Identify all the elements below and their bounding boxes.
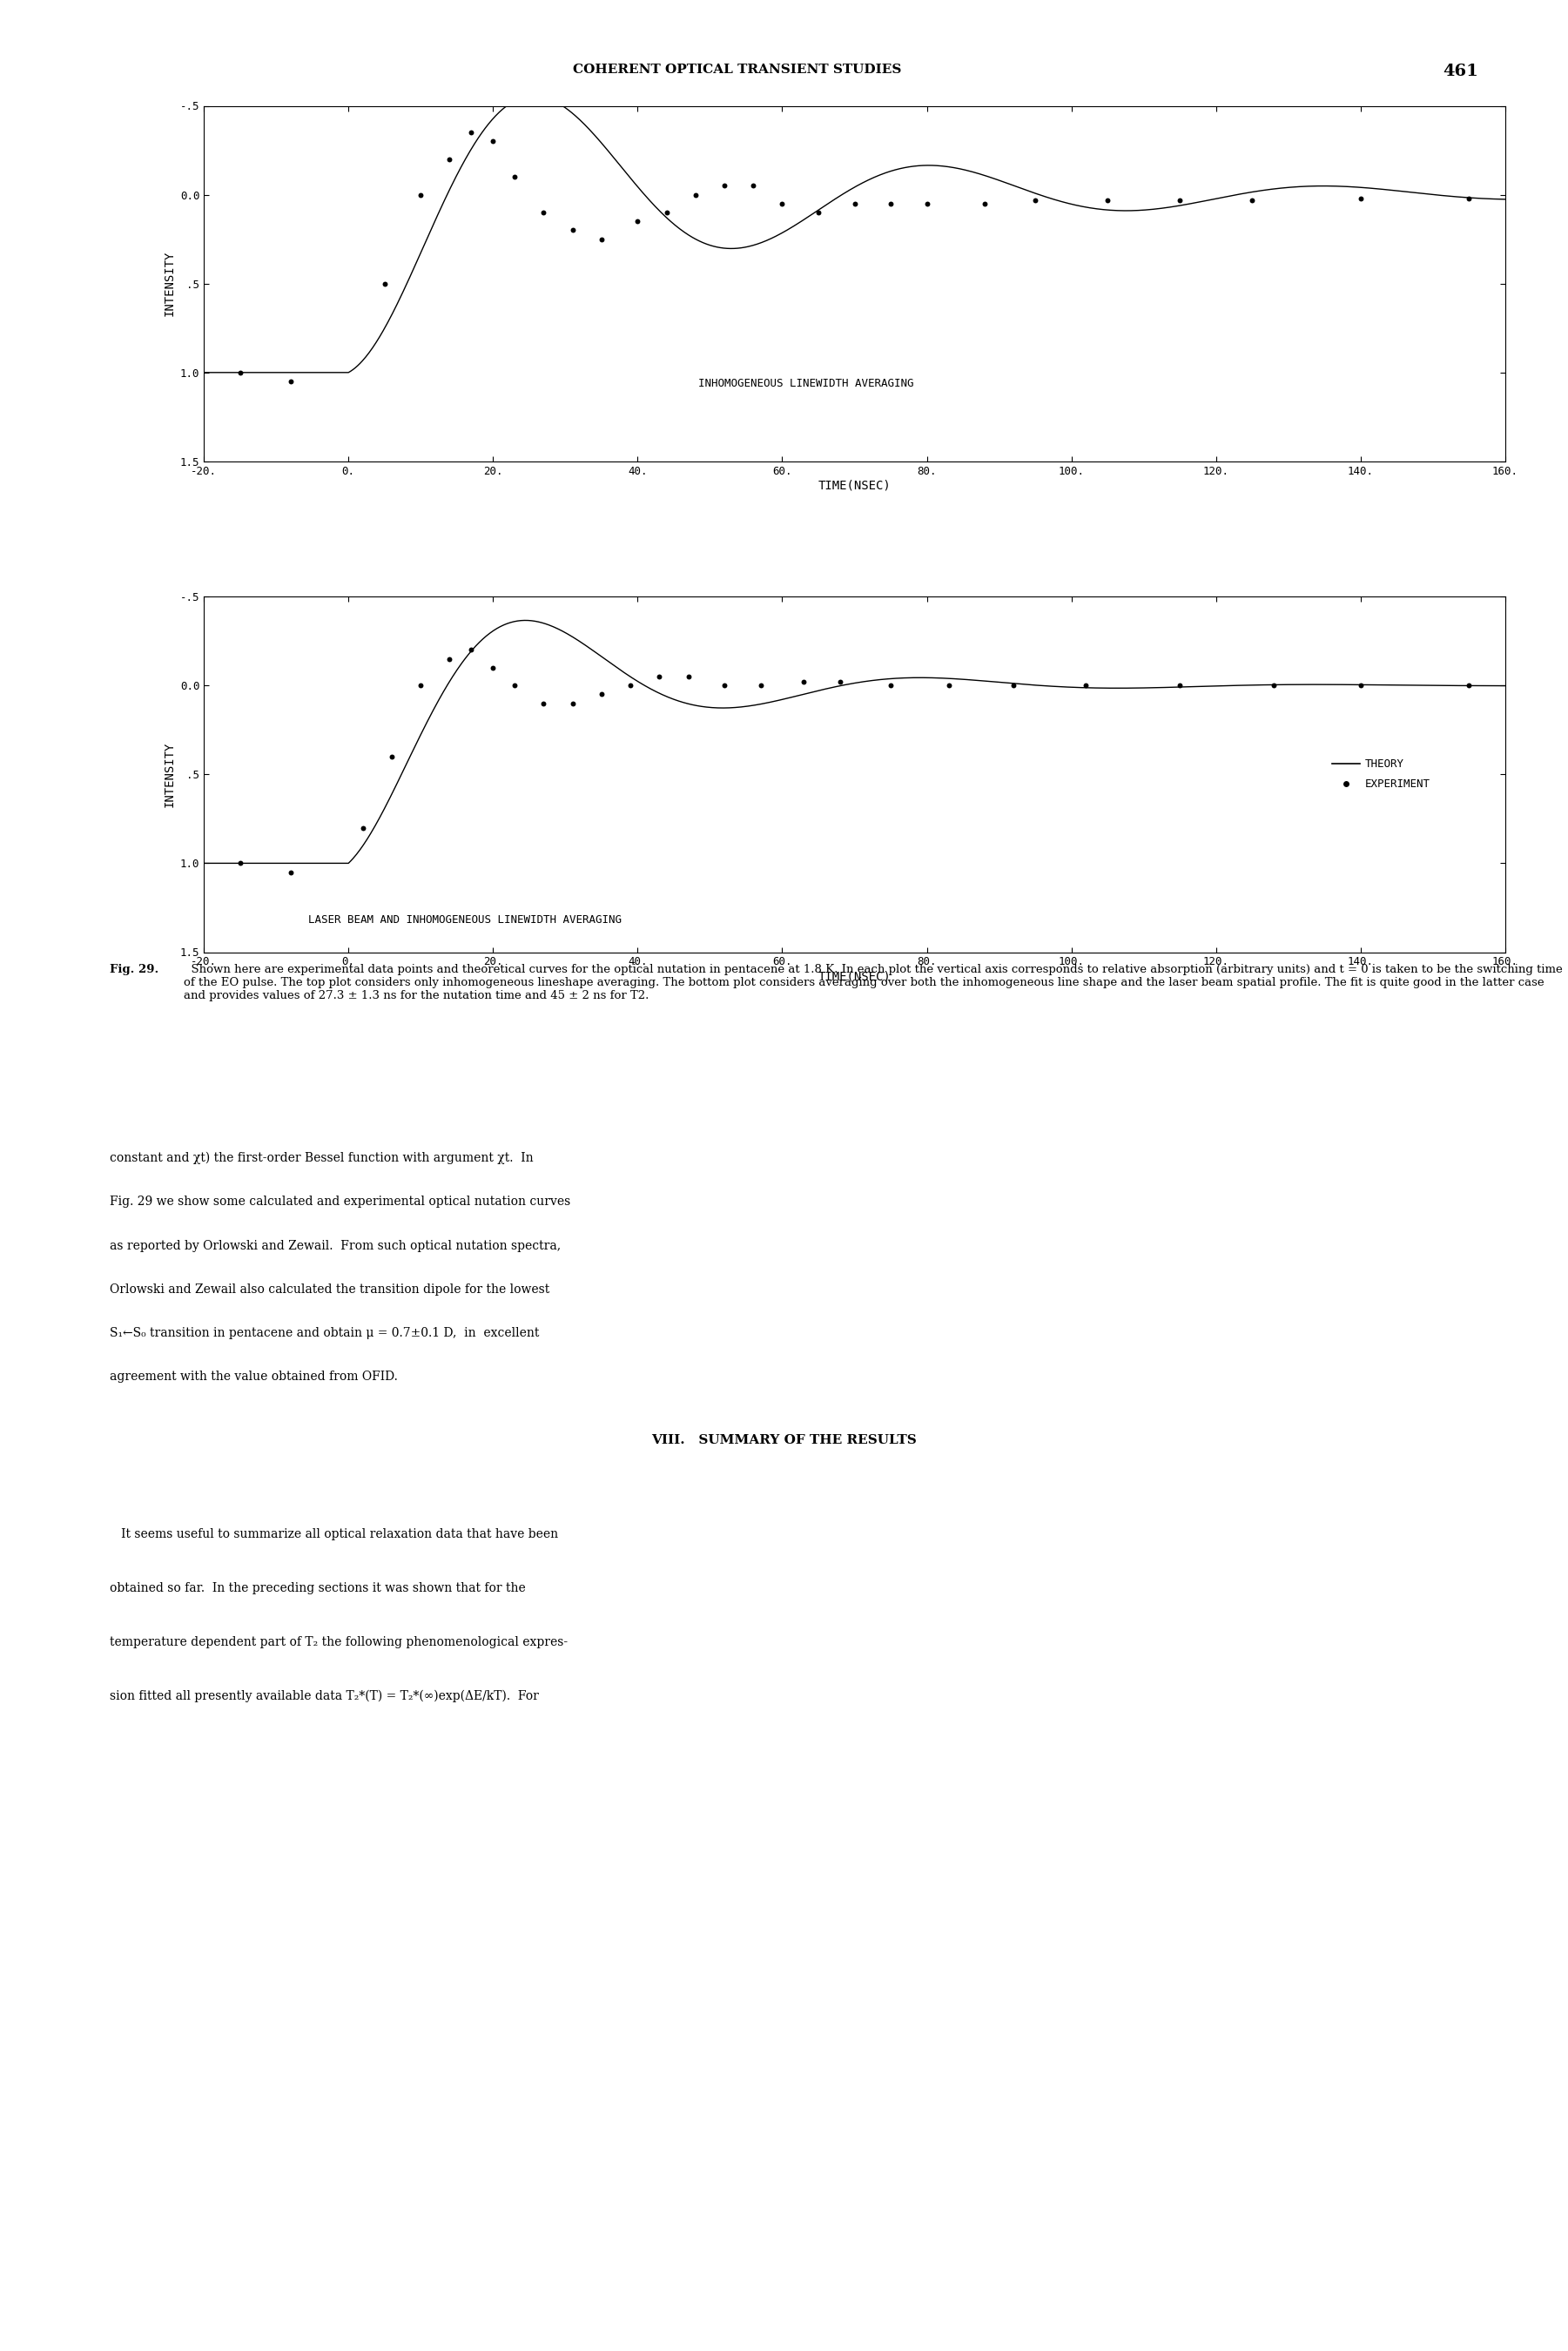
- Legend: THEORY, EXPERIMENT: THEORY, EXPERIMENT: [1328, 755, 1435, 795]
- Point: [1261, 668, 1286, 705]
- Point: [1094, 181, 1120, 219]
- Text: Shown here are experimental data points and theoretical curves for the optical n: Shown here are experimental data points …: [183, 964, 1563, 1002]
- Point: [350, 809, 375, 846]
- Point: [914, 186, 939, 223]
- Point: [278, 853, 303, 891]
- Point: [712, 167, 737, 205]
- Point: [712, 668, 737, 705]
- Text: S₁←S₀ transition in pentacene and obtain μ = 0.7±0.1 D,  in  excellent: S₁←S₀ transition in pentacene and obtain…: [110, 1326, 539, 1340]
- Point: [437, 141, 463, 179]
- Point: [878, 668, 903, 705]
- Point: [792, 663, 817, 701]
- Text: It seems useful to summarize all optical relaxation data that have been: It seems useful to summarize all optical…: [110, 1528, 558, 1540]
- Point: [227, 353, 252, 390]
- Point: [806, 193, 831, 230]
- Point: [372, 266, 397, 303]
- Text: INHOMOGENEOUS LINEWIDTH AVERAGING: INHOMOGENEOUS LINEWIDTH AVERAGING: [698, 379, 914, 388]
- Point: [502, 668, 527, 705]
- Point: [1457, 668, 1482, 705]
- Text: constant and χt) the first-order Bessel function with argument χt.  In: constant and χt) the first-order Bessel …: [110, 1152, 533, 1164]
- Point: [684, 176, 709, 214]
- Point: [936, 668, 961, 705]
- X-axis label: TIME(NSEC): TIME(NSEC): [818, 480, 891, 491]
- Y-axis label: INTENSITY: INTENSITY: [163, 741, 176, 806]
- Point: [828, 663, 853, 701]
- Text: Fig. 29.: Fig. 29.: [110, 964, 158, 976]
- Point: [1167, 668, 1193, 705]
- Point: [278, 362, 303, 400]
- Point: [618, 668, 643, 705]
- Point: [1000, 668, 1025, 705]
- Text: temperature dependent part of T₂ the following phenomenological expres-: temperature dependent part of T₂ the fol…: [110, 1636, 568, 1648]
- Point: [972, 186, 997, 223]
- Point: [590, 675, 615, 712]
- Point: [648, 658, 673, 696]
- Text: agreement with the value obtained from OFID.: agreement with the value obtained from O…: [110, 1371, 398, 1382]
- Point: [1348, 179, 1374, 216]
- Text: obtained so far.  In the preceding sections it was shown that for the: obtained so far. In the preceding sectio…: [110, 1582, 525, 1594]
- Point: [1240, 181, 1265, 219]
- Point: [560, 212, 585, 249]
- Point: [1348, 668, 1374, 705]
- Text: VIII.   SUMMARY OF THE RESULTS: VIII. SUMMARY OF THE RESULTS: [651, 1434, 917, 1446]
- Text: Fig. 29 we show some calculated and experimental optical nutation curves: Fig. 29 we show some calculated and expe…: [110, 1197, 571, 1208]
- Point: [748, 668, 773, 705]
- Point: [502, 158, 527, 195]
- Point: [654, 193, 679, 230]
- Point: [437, 639, 463, 677]
- Point: [560, 684, 585, 722]
- Point: [1022, 181, 1047, 219]
- X-axis label: TIME(NSEC): TIME(NSEC): [818, 971, 891, 983]
- Text: LASER BEAM AND INHOMOGENEOUS LINEWIDTH AVERAGING: LASER BEAM AND INHOMOGENEOUS LINEWIDTH A…: [307, 915, 621, 926]
- Point: [459, 113, 485, 150]
- Point: [590, 221, 615, 259]
- Point: [532, 193, 557, 230]
- Text: sion fitted all presently available data T₂*(T) = T₂*(∞)exp(ΔE/kT).  For: sion fitted all presently available data…: [110, 1690, 539, 1702]
- Point: [379, 738, 405, 776]
- Point: [408, 176, 433, 214]
- Point: [480, 122, 505, 160]
- Point: [408, 668, 433, 705]
- Text: 461: 461: [1443, 63, 1479, 80]
- Point: [676, 658, 701, 696]
- Text: COHERENT OPTICAL TRANSIENT STUDIES: COHERENT OPTICAL TRANSIENT STUDIES: [572, 63, 902, 75]
- Point: [878, 186, 903, 223]
- Point: [1457, 179, 1482, 216]
- Text: as reported by Orlowski and Zewail.  From such optical nutation spectra,: as reported by Orlowski and Zewail. From…: [110, 1239, 561, 1251]
- Point: [480, 649, 505, 686]
- Point: [1167, 181, 1193, 219]
- Point: [740, 167, 765, 205]
- Point: [227, 844, 252, 882]
- Point: [770, 186, 795, 223]
- Point: [459, 630, 485, 668]
- Text: Orlowski and Zewail also calculated the transition dipole for the lowest: Orlowski and Zewail also calculated the …: [110, 1284, 550, 1295]
- Point: [1074, 668, 1099, 705]
- Point: [842, 186, 867, 223]
- Y-axis label: INTENSITY: INTENSITY: [163, 252, 176, 317]
- Point: [626, 202, 651, 240]
- Point: [532, 684, 557, 722]
